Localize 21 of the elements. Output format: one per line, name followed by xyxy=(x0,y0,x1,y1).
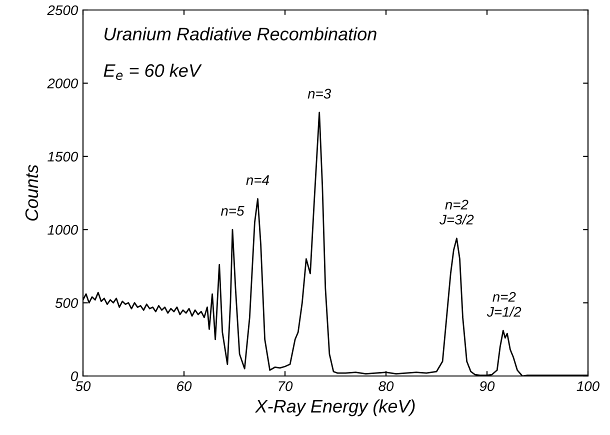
x-tick-label: 80 xyxy=(378,381,394,392)
x-tick-label: 90 xyxy=(480,381,495,392)
y-tick-label: 0 xyxy=(71,371,78,382)
x-tick-label: 60 xyxy=(177,381,192,392)
y-tick-label: 2500 xyxy=(47,5,78,16)
y-tick-label: 1500 xyxy=(48,152,78,162)
y-axis-title: Counts xyxy=(25,164,38,221)
x-axis-title: X-Ray Energy (keV) xyxy=(254,399,415,416)
annotation: n=3 xyxy=(308,88,331,99)
x-tick-label: 70 xyxy=(278,381,293,392)
annotation: n=2 J=1/2 xyxy=(486,292,522,317)
x-tick-label: 100 xyxy=(576,381,600,392)
annotation: n=4 xyxy=(246,175,269,185)
y-tick-label: 1000 xyxy=(48,224,78,235)
annotation: Uranium Radiative Recombination xyxy=(104,27,376,40)
y-tick-label: 500 xyxy=(55,298,78,308)
annotation: n=5 xyxy=(220,206,244,216)
annotation: n=2 J=3/2 xyxy=(439,200,474,225)
annotation: E$_{e}$ = 60 keV xyxy=(104,64,202,80)
y-tick-label: 2000 xyxy=(47,78,78,88)
x-tick-label: 50 xyxy=(76,381,91,392)
